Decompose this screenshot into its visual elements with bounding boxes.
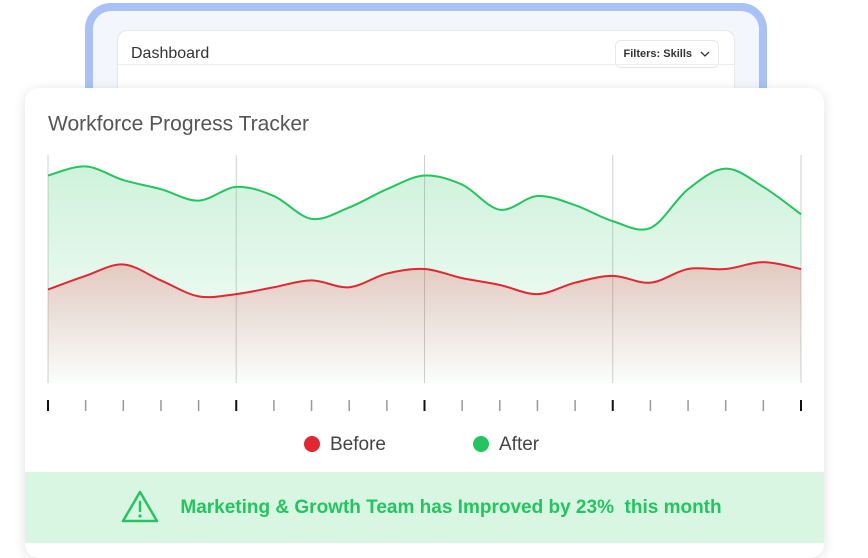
banner	[25, 472, 824, 544]
chart-title: Workforce Progress Tracker	[48, 113, 309, 136]
divider	[118, 64, 734, 65]
legend-swatch	[304, 436, 320, 452]
chart: Workforce Progress Tracker Before After M…	[25, 113, 824, 544]
dashboard-title: Dashboard	[131, 45, 210, 62]
area	[48, 262, 801, 383]
filter-label: Filters: Skills	[623, 48, 692, 60]
page: Dashboard Filters: Skills Workforce Prog…	[25, 3, 824, 544]
line	[47, 261, 802, 299]
tracker-card: Workforce Progress Tracker Before After M…	[25, 88, 824, 558]
legend-label: After	[499, 434, 540, 455]
warning-icon	[121, 490, 159, 523]
line	[47, 165, 802, 231]
legend-label: Before	[330, 434, 386, 455]
filter-button[interactable]: Filters: Skills	[614, 40, 719, 68]
legend-swatch	[473, 436, 489, 452]
chevron-icon	[700, 51, 710, 57]
banner-text: Marketing & Growth Team has Improved by …	[180, 497, 721, 518]
